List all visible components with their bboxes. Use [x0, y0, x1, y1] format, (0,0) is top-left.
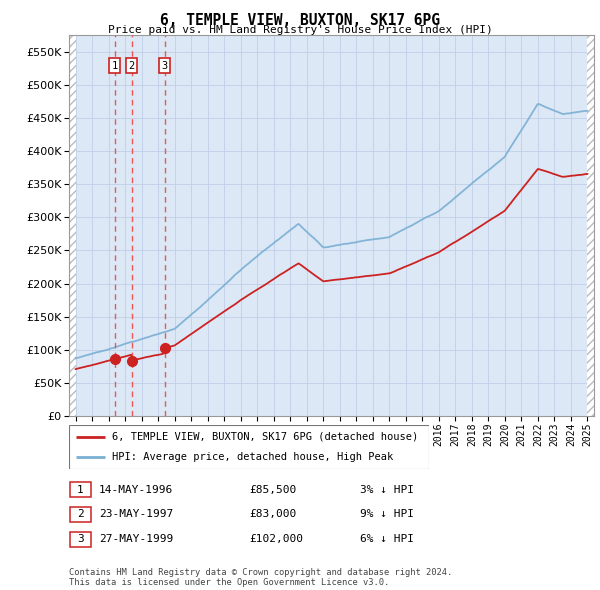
Text: 1: 1 — [112, 61, 118, 71]
FancyBboxPatch shape — [70, 532, 91, 547]
Text: HPI: Average price, detached house, High Peak: HPI: Average price, detached house, High… — [112, 452, 394, 462]
Bar — [587, 35, 594, 416]
Text: Contains HM Land Registry data © Crown copyright and database right 2024.
This d: Contains HM Land Registry data © Crown c… — [69, 568, 452, 587]
Text: 2: 2 — [128, 61, 134, 71]
Text: 3% ↓ HPI: 3% ↓ HPI — [360, 485, 414, 494]
FancyBboxPatch shape — [70, 482, 91, 497]
Text: 6, TEMPLE VIEW, BUXTON, SK17 6PG: 6, TEMPLE VIEW, BUXTON, SK17 6PG — [160, 13, 440, 28]
Text: 2: 2 — [77, 510, 84, 519]
Text: 3: 3 — [161, 61, 168, 71]
Text: £102,000: £102,000 — [249, 535, 303, 544]
Bar — [69, 35, 76, 416]
Text: 27-MAY-1999: 27-MAY-1999 — [99, 535, 173, 544]
Text: 3: 3 — [77, 535, 84, 544]
Text: 14-MAY-1996: 14-MAY-1996 — [99, 485, 173, 494]
FancyBboxPatch shape — [70, 507, 91, 522]
FancyBboxPatch shape — [69, 425, 429, 469]
Text: 1: 1 — [77, 485, 84, 494]
Text: £85,500: £85,500 — [249, 485, 296, 494]
Text: 6% ↓ HPI: 6% ↓ HPI — [360, 535, 414, 544]
Text: £83,000: £83,000 — [249, 510, 296, 519]
Text: 9% ↓ HPI: 9% ↓ HPI — [360, 510, 414, 519]
Text: 6, TEMPLE VIEW, BUXTON, SK17 6PG (detached house): 6, TEMPLE VIEW, BUXTON, SK17 6PG (detach… — [112, 432, 418, 442]
Text: 23-MAY-1997: 23-MAY-1997 — [99, 510, 173, 519]
Text: Price paid vs. HM Land Registry's House Price Index (HPI): Price paid vs. HM Land Registry's House … — [107, 25, 493, 35]
